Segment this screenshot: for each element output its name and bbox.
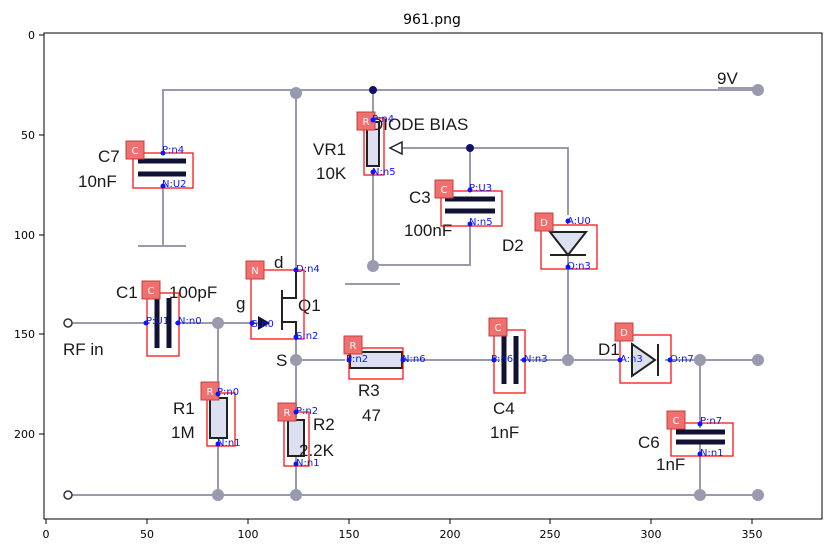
tag-c4: C [495, 323, 502, 334]
annotation-c3: C P:U3 N:n5 [434, 179, 503, 228]
tag-vr1: R [363, 117, 370, 128]
pin-r1-p: P:n0 [217, 387, 239, 398]
label-rf-in: RF in [63, 340, 104, 359]
label-c1-value: 100pF [169, 283, 217, 302]
annotation-c7: C P:n4 N:U2 [125, 140, 194, 190]
pin-r3-n: N:n6 [402, 354, 426, 365]
pin-c3-p: P:U3 [469, 183, 492, 194]
annotation-d1: D A:n3 O:n7 [614, 322, 694, 384]
annotation-q1: N D:n4 G:n0 S:n2 [245, 260, 320, 342]
y-axis: 0 50 100 150 200 [14, 29, 44, 441]
pin-c7-n: N:U2 [162, 179, 187, 190]
x-tick-label: 100 [238, 528, 259, 541]
pin-d1-o: O:n7 [670, 354, 694, 365]
pin-q1-g: G:n0 [250, 319, 274, 330]
tag-d2: D [540, 218, 548, 229]
x-tick-label: 50 [140, 528, 154, 541]
label-c4-value: 1nF [490, 423, 519, 442]
x-tick-label: 350 [742, 528, 763, 541]
label-d1: D1 [598, 340, 620, 359]
label-vr1-value: 10K [316, 164, 347, 183]
annotation-c4: C P:n6 N:n3 [488, 317, 548, 394]
annotation-d2: D A:U0 O:n3 [534, 212, 598, 272]
label-c6: C6 [638, 433, 660, 452]
pin-c4-p: P:n6 [491, 354, 513, 365]
pin-r1-n: N:n1 [217, 438, 241, 449]
annotation-r2: R P:n2 N:n1 [277, 402, 320, 469]
y-tick-label: 50 [21, 129, 35, 142]
label-c7: C7 [98, 147, 120, 166]
label-q1: Q1 [298, 296, 321, 315]
figure-title: 961.png [403, 12, 461, 28]
x-tick-label: 150 [339, 528, 360, 541]
x-tick-label: 200 [440, 528, 461, 541]
component-symbols [138, 121, 725, 457]
pin-c7-p: P:n4 [162, 145, 184, 156]
y-tick-label: 200 [14, 428, 35, 441]
tag-d1: D [620, 328, 628, 339]
pin-c6-p: P:n7 [700, 416, 722, 427]
y-tick-label: 150 [14, 328, 35, 341]
circuit-wires [68, 87, 758, 496]
y-tick-label: 0 [28, 29, 35, 42]
pin-q1-d: D:n4 [296, 264, 320, 275]
label-c3-value: 100nF [404, 221, 452, 240]
tag-c3: C [441, 185, 448, 196]
label-vr1: VR1 [313, 140, 346, 159]
junctions [212, 84, 764, 501]
pin-c1-p: P:U1 [146, 316, 169, 327]
label-c1: C1 [116, 283, 138, 302]
pin-c3-n: N:n5 [469, 217, 493, 228]
pin-d2-o: O:n3 [567, 261, 591, 272]
tag-c1: C [148, 286, 155, 297]
label-r1: R1 [173, 399, 195, 418]
pin-c4-n: N:n3 [524, 354, 548, 365]
detection-annotations: C P:n4 N:U2 R P:n4 N:n5 C P:U3 N:n5 D [125, 111, 734, 469]
x-tick-label: 250 [540, 528, 561, 541]
x-tick-label: 300 [641, 528, 662, 541]
annotation-vr1: R P:n4 N:n5 [356, 111, 396, 178]
label-s: S [276, 351, 287, 370]
label-d: d [274, 253, 283, 272]
annotation-c1: C P:U1 N:n0 [141, 280, 202, 357]
terminals [63, 318, 73, 500]
pin-q1-s: S:n2 [296, 331, 318, 342]
tag-q1: N [251, 266, 258, 277]
x-tick-label: 0 [43, 528, 50, 541]
label-r2-value: 2.2K [299, 441, 335, 460]
pin-c6-n: N:n1 [700, 448, 724, 459]
pin-vr1-p: P:n4 [372, 114, 394, 125]
label-r3-value: 47 [362, 406, 381, 425]
pin-r2-p: P:n2 [296, 406, 318, 417]
annotation-c6: C P:n7 N:n1 [666, 410, 734, 459]
pin-d2-a: A:U0 [567, 216, 591, 227]
y-tick-label: 100 [14, 229, 35, 242]
axes-frame [43, 32, 823, 520]
pin-vr1-n: N:n5 [372, 167, 396, 178]
label-c6-value: 1nF [656, 455, 685, 474]
label-9v: 9V [717, 69, 738, 88]
label-c3: C3 [409, 188, 431, 207]
annotation-r1: R P:n0 N:n1 [200, 381, 241, 449]
tag-r3: R [350, 341, 357, 352]
tag-c6: C [673, 416, 680, 427]
tag-r1: R [207, 387, 214, 398]
tag-c7: C [132, 146, 139, 157]
label-r2: R2 [313, 415, 335, 434]
label-r3: R3 [358, 381, 380, 400]
label-diode-bias: DIODE BIAS [371, 115, 468, 134]
label-c7-value: 10nF [78, 172, 117, 191]
pin-r3-p: P:n2 [346, 354, 368, 365]
annotation-r3: R P:n2 N:n6 [343, 335, 426, 380]
pin-r2-n: N:n1 [296, 458, 320, 469]
tag-r2: R [284, 408, 291, 419]
label-g: g [236, 294, 245, 313]
x-axis: 0 50 100 150 200 250 300 350 [43, 519, 763, 541]
pin-c1-n: N:n0 [178, 316, 202, 327]
pin-d1-a: A:n3 [620, 354, 643, 365]
label-r1-value: 1M [171, 423, 195, 442]
label-c4: C4 [493, 399, 515, 418]
label-d2: D2 [502, 236, 524, 255]
